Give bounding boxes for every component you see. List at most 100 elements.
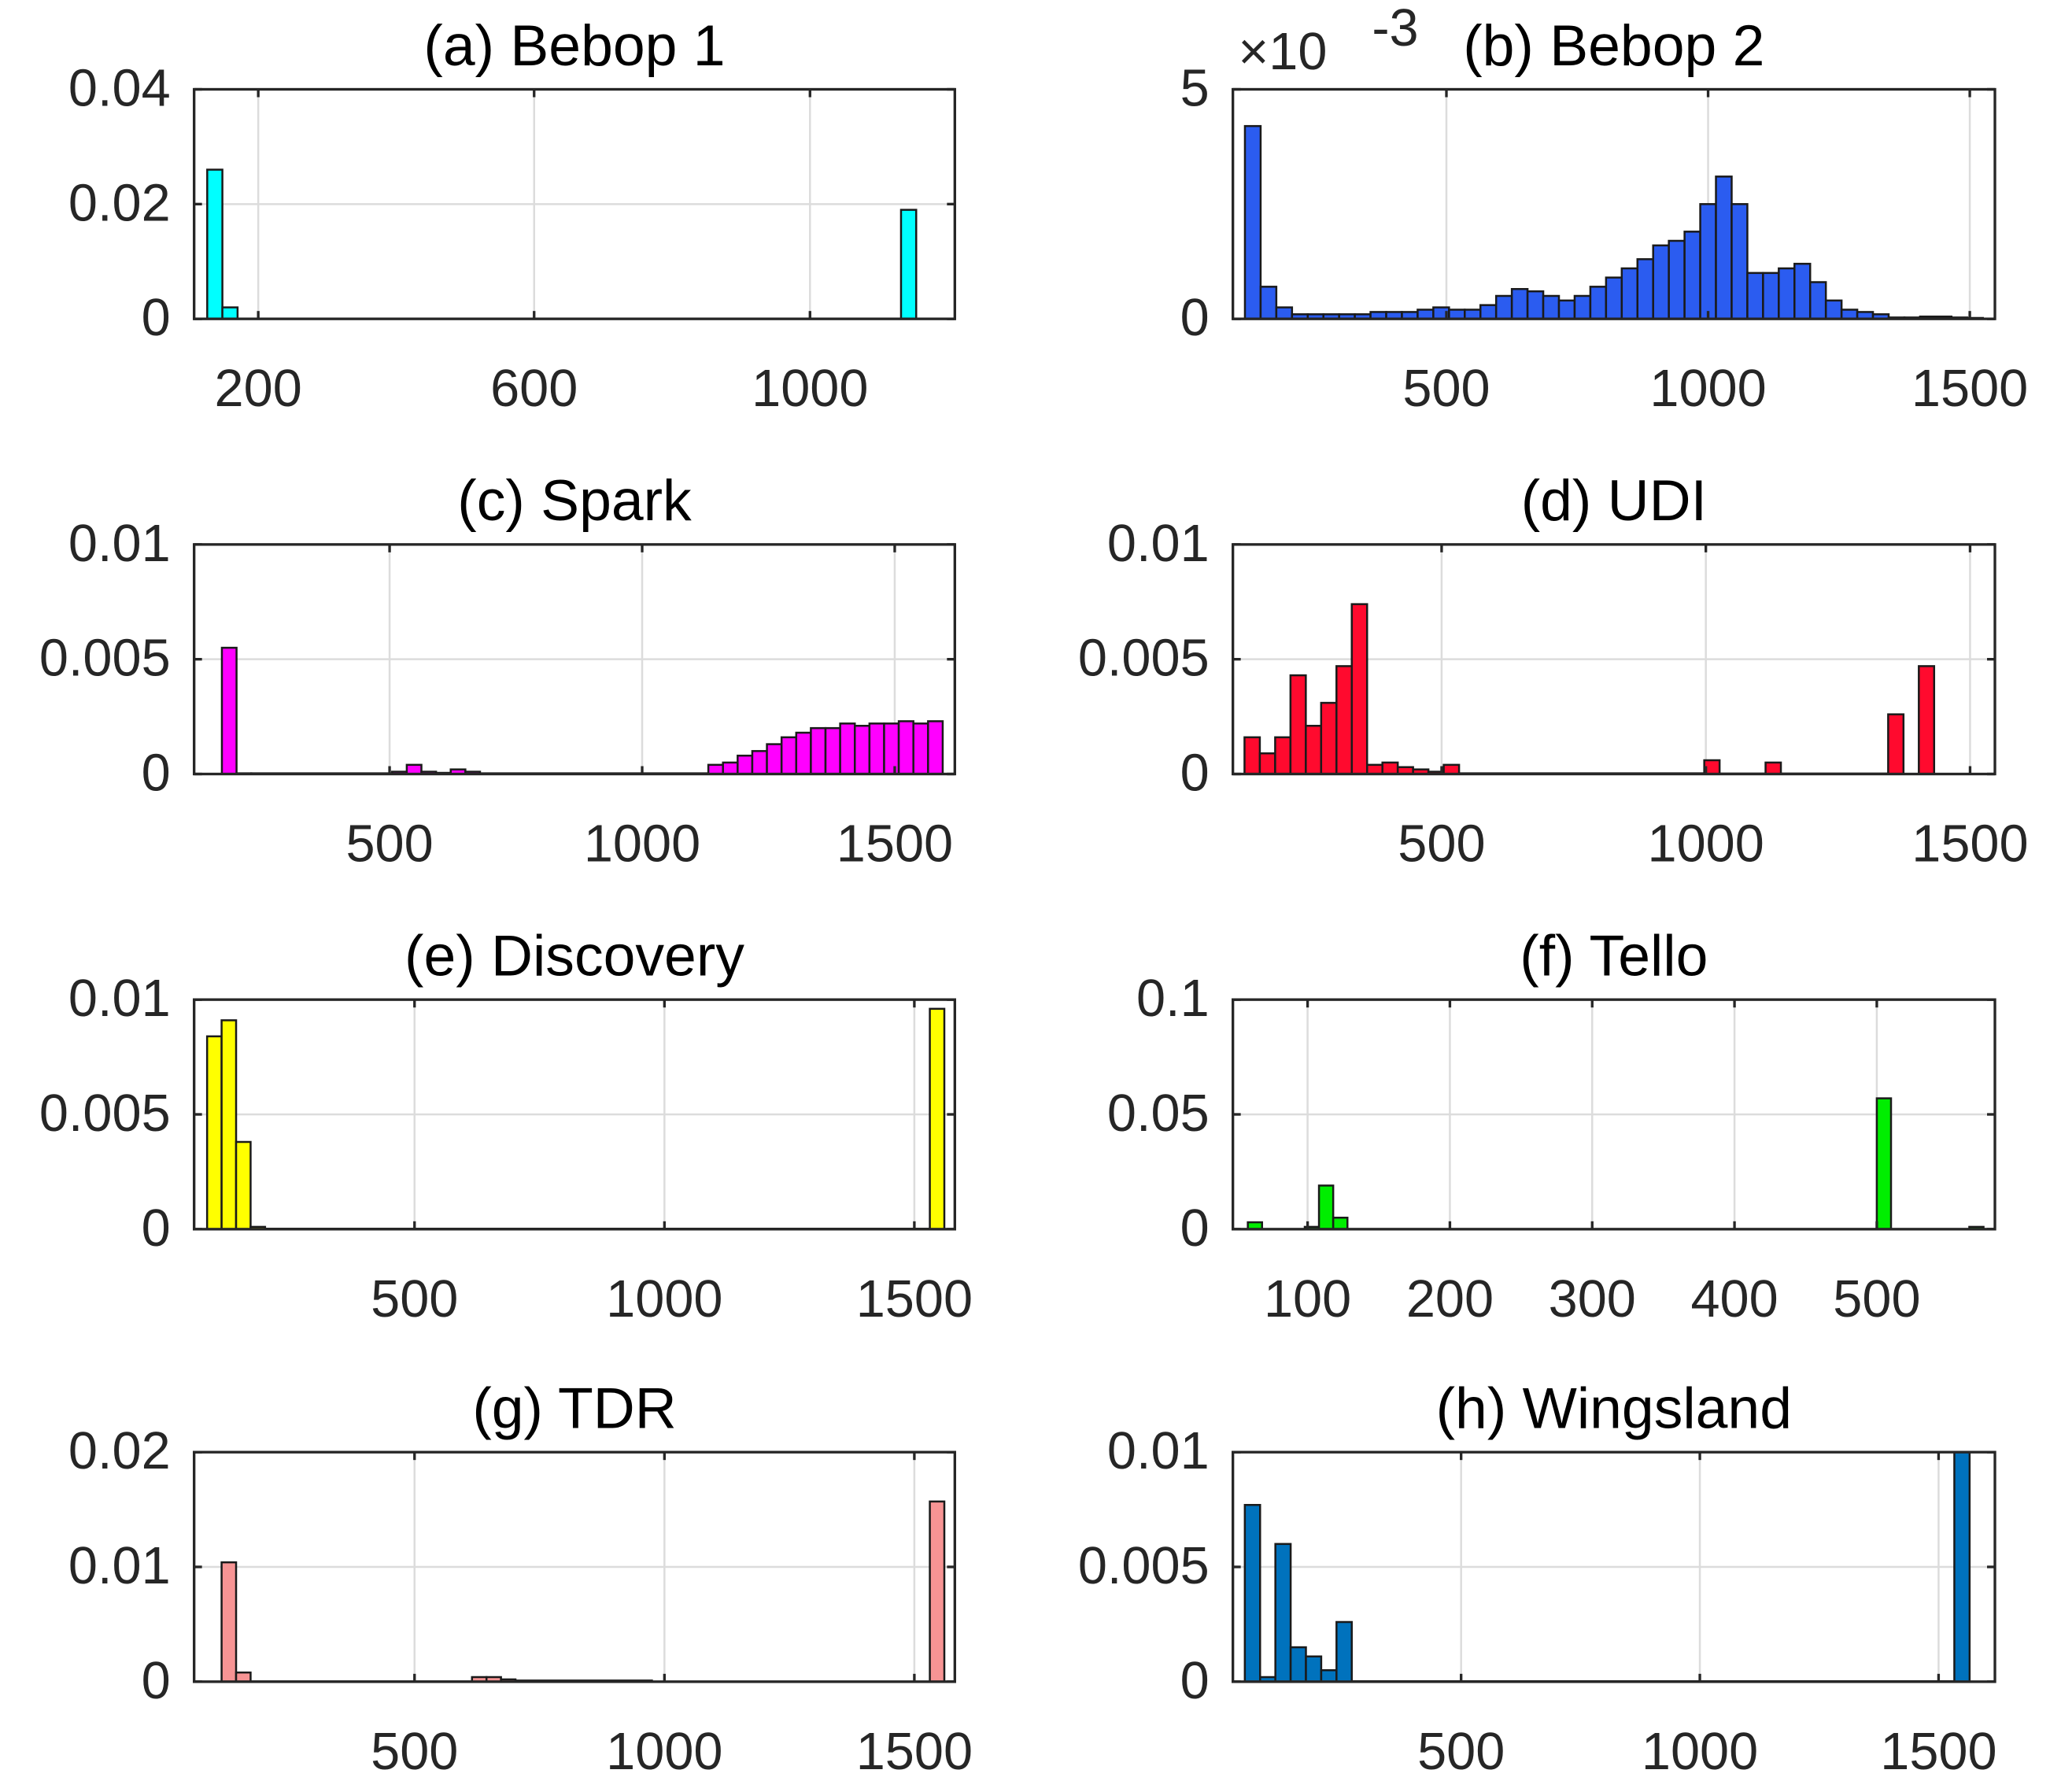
bar bbox=[1335, 1620, 1353, 1683]
y-tick-label: 0.005 bbox=[39, 630, 171, 688]
y-tick-label: 0.01 bbox=[1107, 1422, 1210, 1480]
x-tick-label: 1000 bbox=[1649, 360, 1766, 418]
bar bbox=[1887, 713, 1905, 775]
y-tick-label: 0.01 bbox=[68, 1537, 171, 1595]
bar bbox=[1335, 665, 1354, 775]
panel-title: (b) Bebop 2 bbox=[1463, 13, 1764, 78]
bar bbox=[1243, 124, 1262, 320]
panel: 500 1000 1500 0 5 (b) Bebop 2 ×10 -3 bbox=[1180, 0, 2029, 418]
y-tick-label: 0 bbox=[1180, 289, 1210, 347]
bar bbox=[707, 763, 724, 775]
bar bbox=[1305, 1655, 1323, 1683]
bar bbox=[405, 763, 423, 775]
y-tick-label: 0.005 bbox=[1078, 630, 1210, 688]
x-tick-label: 1500 bbox=[856, 1723, 973, 1781]
bar bbox=[1442, 763, 1461, 775]
panel-title: (e) Discovery bbox=[404, 924, 744, 988]
y-tick-label: 0.01 bbox=[1107, 515, 1210, 573]
bar bbox=[1652, 244, 1670, 320]
bar bbox=[1746, 272, 1764, 320]
bar bbox=[1332, 1217, 1349, 1231]
bar bbox=[1557, 299, 1576, 320]
bar bbox=[1824, 299, 1843, 320]
panel: 500 1000 1500 0 0.005 0.01 (d) UDI bbox=[1078, 468, 2029, 873]
y-tick-label: 0 bbox=[1180, 1652, 1210, 1710]
bar bbox=[1668, 239, 1686, 320]
bar bbox=[1683, 231, 1701, 320]
bar bbox=[927, 720, 944, 775]
x-tick-label: 400 bbox=[1690, 1270, 1778, 1328]
panel: 100 200 300 400 500 0 0.05 0.1 (f) Tello bbox=[1107, 924, 1996, 1328]
y-tick-label: 0.04 bbox=[68, 59, 171, 117]
bar bbox=[810, 726, 827, 775]
y-tick-label: 0.005 bbox=[39, 1084, 171, 1143]
x-tick-label: 1000 bbox=[606, 1270, 722, 1328]
x-tick-label: 200 bbox=[1406, 1270, 1494, 1328]
panel: 500 1000 1500 0 0.005 0.01 (h) Wingsland bbox=[1078, 1376, 1997, 1781]
x-tick-label: 1000 bbox=[584, 815, 700, 873]
bar bbox=[1699, 203, 1717, 320]
bar bbox=[1605, 276, 1623, 320]
panel: 500 1000 1500 0 0.005 0.01 (c) Spark bbox=[39, 468, 956, 873]
bar bbox=[1350, 603, 1369, 775]
bar bbox=[766, 743, 783, 775]
y-tick-label: 0 bbox=[142, 1652, 171, 1710]
y-tick-label: 0 bbox=[1180, 1199, 1210, 1258]
bar bbox=[1573, 294, 1592, 320]
bar bbox=[853, 725, 871, 775]
bar bbox=[221, 306, 239, 320]
bar bbox=[1764, 761, 1782, 775]
panel: 500 1000 1500 0 0.01 0.02 (g) TDR bbox=[68, 1376, 973, 1781]
y-tick-label: 5 bbox=[1180, 59, 1210, 117]
y-tick-label: 0.1 bbox=[1136, 970, 1210, 1028]
bar bbox=[1589, 286, 1608, 320]
x-tick-label: 1000 bbox=[752, 360, 868, 418]
bar bbox=[1289, 674, 1307, 775]
bar bbox=[220, 1561, 238, 1683]
bar bbox=[1715, 176, 1733, 320]
y-tick-label: 0.01 bbox=[68, 970, 171, 1028]
x-tick-label: 500 bbox=[1417, 1723, 1505, 1781]
panel: 200 600 1000 0 0.02 0.04 (a) Bebop 1 bbox=[68, 13, 956, 418]
bar bbox=[1320, 701, 1338, 775]
bar bbox=[1243, 736, 1261, 775]
bar bbox=[751, 750, 768, 775]
bar bbox=[220, 1019, 238, 1231]
bar bbox=[1730, 203, 1749, 320]
bar bbox=[1840, 309, 1859, 320]
panel-title: (a) Bebop 1 bbox=[423, 13, 725, 78]
y-tick-label: 0.02 bbox=[68, 174, 171, 232]
x-tick-label: 1500 bbox=[1911, 815, 2028, 873]
bar bbox=[780, 736, 798, 775]
y-tick-label: 0 bbox=[142, 289, 171, 347]
bar bbox=[897, 720, 914, 775]
bar bbox=[1918, 665, 1936, 775]
bar bbox=[912, 722, 929, 775]
bar bbox=[1258, 752, 1276, 775]
axis-exponent-power: -3 bbox=[1372, 0, 1418, 57]
bar bbox=[1317, 1184, 1335, 1231]
bar bbox=[1526, 290, 1545, 320]
axes-frame bbox=[1232, 87, 1996, 320]
bar bbox=[1289, 1646, 1307, 1683]
x-tick-label: 600 bbox=[490, 360, 578, 418]
bar bbox=[1494, 294, 1513, 320]
bar bbox=[1953, 1450, 1971, 1683]
bar bbox=[1365, 763, 1383, 775]
y-tick-label: 0.02 bbox=[68, 1422, 171, 1480]
x-tick-label: 500 bbox=[345, 815, 433, 873]
bar bbox=[1762, 272, 1780, 320]
y-tick-label: 0.05 bbox=[1107, 1084, 1210, 1143]
bar bbox=[1479, 304, 1498, 320]
bar bbox=[235, 1140, 252, 1231]
bar bbox=[1274, 736, 1292, 775]
bar bbox=[205, 1035, 223, 1231]
y-tick-label: 0 bbox=[1180, 744, 1210, 802]
x-tick-label: 1000 bbox=[1642, 1723, 1758, 1781]
x-tick-label: 500 bbox=[371, 1723, 458, 1781]
axis-exponent: ×10 bbox=[1238, 23, 1327, 81]
bar bbox=[1542, 294, 1561, 320]
x-tick-label: 300 bbox=[1549, 1270, 1636, 1328]
x-tick-label: 1000 bbox=[606, 1723, 722, 1781]
